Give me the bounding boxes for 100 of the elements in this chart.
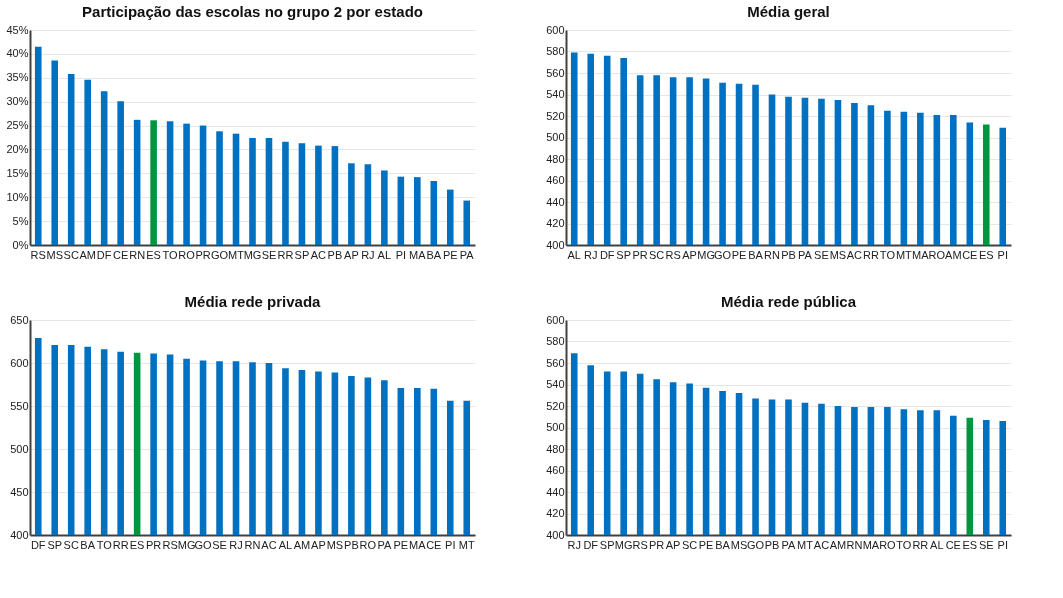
- y-tick-label: 500: [546, 131, 565, 143]
- x-tick-label: RS: [632, 538, 648, 551]
- y-tick-label: 460: [546, 464, 565, 476]
- bar: [150, 120, 157, 245]
- bar: [51, 60, 59, 245]
- x-tick-label: AC: [813, 538, 830, 551]
- y-tick-label: 30%: [6, 95, 29, 108]
- x-tick-label: RR: [277, 248, 294, 261]
- x-tick-label: RR: [912, 538, 929, 551]
- x-tick-label: RR: [112, 538, 129, 551]
- y-tick-label: 45%: [6, 23, 29, 36]
- y-tick-label: 460: [546, 174, 565, 186]
- x-tick-label: AC: [846, 248, 863, 261]
- x-tick-label: CE: [945, 538, 961, 551]
- x-tick-label: SC: [649, 248, 665, 261]
- x-tick-label: PB: [327, 248, 343, 261]
- x-tick-label: PI: [997, 538, 1008, 551]
- x-tick-label: AL: [377, 248, 392, 261]
- x-tick-label: AM: [829, 538, 847, 551]
- y-tick-label: 480: [546, 442, 565, 455]
- y-tick-label: 400: [546, 528, 565, 541]
- x-tick-label: AM: [945, 248, 962, 261]
- x-tick-label: SC: [63, 538, 79, 551]
- x-tick-label: AL: [278, 538, 293, 551]
- y-tick-label: 5%: [12, 214, 29, 227]
- y-tick-label: 600: [10, 356, 29, 369]
- x-tick-label: TO: [96, 538, 113, 551]
- x-tick-label: GO: [746, 538, 765, 551]
- y-tick-label: 400: [546, 238, 565, 251]
- x-tick-label: RR: [862, 248, 879, 261]
- x-tick-label: RJ: [584, 248, 598, 261]
- x-tick-label: RO: [928, 248, 946, 261]
- x-tick-label: PB: [764, 538, 780, 551]
- bar: [364, 164, 372, 245]
- x-tick-label: MT: [895, 248, 913, 261]
- x-tick-label: AL: [930, 538, 944, 551]
- x-tick-label: RS: [162, 538, 178, 551]
- x-tick-label: MS: [829, 248, 847, 261]
- x-tick-label: PR: [632, 248, 648, 261]
- x-tick-label: RJ: [567, 538, 581, 551]
- x-tick-label: ES: [978, 248, 994, 261]
- x-tick-label: GO: [194, 538, 213, 551]
- bar: [216, 131, 223, 245]
- x-tick-label: MG: [614, 538, 633, 551]
- x-tick-label: MG: [243, 248, 262, 261]
- bar: [199, 125, 207, 245]
- bar: [34, 46, 42, 245]
- x-tick-label: PB: [344, 538, 359, 551]
- bar: [331, 146, 339, 245]
- bar: [414, 177, 421, 245]
- bar: [463, 200, 471, 245]
- x-tick-label: PI: [395, 248, 407, 261]
- x-tick-label: RN: [764, 248, 781, 261]
- x-tick-label: AL: [567, 248, 581, 261]
- y-tick-label: 560: [546, 356, 565, 369]
- x-tick-label: MT: [458, 538, 475, 551]
- y-tick-label: 600: [546, 23, 565, 36]
- x-tick-label: RJ: [361, 248, 375, 261]
- bar: [265, 137, 273, 245]
- x-tick-label: MS: [46, 248, 63, 261]
- x-tick-label: TO: [896, 538, 912, 551]
- y-tick-label: 540: [546, 378, 565, 390]
- x-tick-label: MA: [912, 248, 930, 261]
- x-tick-label: PR: [145, 538, 162, 551]
- x-tick-label: MA: [409, 538, 427, 551]
- y-tick-label: 550: [10, 399, 29, 412]
- x-tick-label: RN: [129, 248, 146, 261]
- x-tick-label: PE: [698, 538, 714, 551]
- bar: [381, 170, 388, 245]
- x-tick-label: MT: [797, 538, 814, 551]
- x-tick-label: PE: [393, 538, 409, 551]
- y-tick-label: 520: [546, 109, 565, 122]
- x-tick-label: PE: [731, 248, 747, 261]
- x-tick-label: SP: [599, 538, 615, 551]
- x-tick-label: CE: [962, 248, 978, 261]
- x-tick-label: MS: [326, 538, 344, 551]
- y-tick-label: 440: [546, 485, 565, 498]
- bar: [133, 119, 141, 245]
- x-tick-label: BA: [426, 248, 442, 261]
- x-tick-label: MA: [409, 248, 427, 261]
- bar: [348, 163, 355, 245]
- y-tick-label: 580: [546, 335, 565, 347]
- y-tick-label: 450: [10, 485, 29, 498]
- x-tick-label: BA: [715, 538, 731, 551]
- x-tick-label: PI: [445, 538, 456, 551]
- y-tick-label: 440: [546, 195, 565, 208]
- x-tick-label: ES: [962, 538, 978, 551]
- x-tick-label: AC: [310, 248, 327, 261]
- y-tick-label: 35%: [6, 71, 29, 84]
- x-tick-label: RN: [244, 538, 261, 551]
- x-tick-label: SE: [978, 538, 994, 551]
- x-tick-label: SE: [814, 248, 829, 261]
- bar: [84, 79, 91, 245]
- x-tick-label: AP: [682, 248, 697, 261]
- x-tick-label: RJ: [229, 538, 243, 551]
- x-tick-label: SP: [616, 248, 632, 261]
- x-tick-label: MT: [228, 248, 245, 261]
- x-tick-label: GO: [210, 248, 229, 261]
- chart-title: Participação das escolas no grupo 2 por estado: [82, 3, 423, 20]
- x-tick-label: DF: [30, 538, 46, 551]
